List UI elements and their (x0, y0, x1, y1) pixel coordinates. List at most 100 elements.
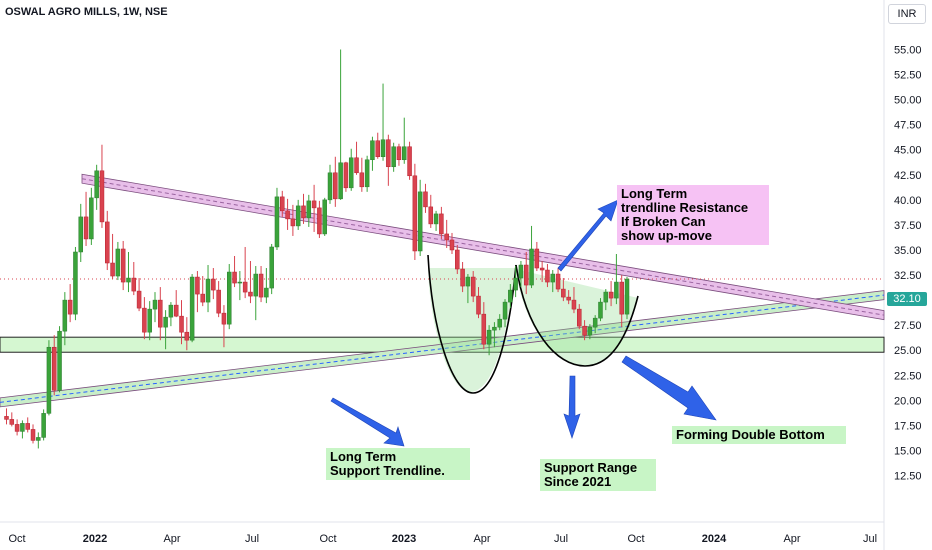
candle[interactable] (465, 274, 471, 304)
candle[interactable] (433, 210, 439, 231)
candle[interactable] (550, 270, 556, 293)
candle[interactable] (41, 409, 46, 441)
candle[interactable] (417, 179, 423, 256)
candle[interactable] (110, 233, 115, 280)
candle[interactable] (57, 326, 62, 393)
candle[interactable] (518, 261, 524, 288)
candle[interactable] (545, 264, 550, 288)
candle[interactable] (147, 301, 152, 341)
candle[interactable] (481, 302, 487, 350)
candle[interactable] (587, 324, 593, 340)
candle[interactable] (497, 314, 502, 331)
candle[interactable] (285, 198, 290, 230)
candle[interactable] (470, 271, 476, 303)
candle[interactable] (195, 271, 200, 313)
candle[interactable] (226, 264, 232, 330)
candle[interactable] (14, 419, 20, 436)
candle[interactable] (248, 261, 253, 304)
candle[interactable] (343, 161, 349, 192)
candle[interactable] (274, 187, 280, 250)
candle[interactable] (163, 310, 168, 350)
candle[interactable] (67, 284, 73, 323)
candle[interactable] (502, 299, 508, 328)
candle[interactable] (152, 292, 158, 323)
candle[interactable] (142, 297, 147, 340)
candle[interactable] (99, 144, 105, 228)
candle[interactable] (253, 266, 259, 321)
candle[interactable] (407, 141, 412, 180)
candle[interactable] (603, 289, 609, 311)
candle[interactable] (189, 274, 195, 343)
candle[interactable] (295, 199, 301, 230)
candle[interactable] (136, 278, 142, 312)
candle[interactable] (380, 83, 386, 161)
candle[interactable] (51, 335, 57, 396)
candle[interactable] (348, 148, 354, 191)
candle[interactable] (534, 241, 540, 272)
candle[interactable] (290, 204, 296, 236)
candle[interactable] (571, 287, 577, 314)
candle[interactable] (486, 325, 492, 356)
candle[interactable] (73, 246, 78, 321)
candle[interactable] (359, 157, 365, 192)
candle[interactable] (582, 320, 587, 341)
candle[interactable] (36, 432, 41, 449)
candle[interactable] (529, 225, 534, 289)
candle[interactable] (221, 305, 227, 348)
candle[interactable] (614, 253, 619, 305)
candle[interactable] (412, 163, 418, 261)
candle[interactable] (317, 200, 322, 238)
candle[interactable] (370, 136, 375, 171)
candle[interactable] (449, 232, 455, 254)
candle[interactable] (200, 276, 205, 307)
candle[interactable] (301, 193, 306, 224)
candle[interactable] (179, 300, 184, 345)
candle[interactable] (126, 251, 131, 293)
candle[interactable] (592, 315, 598, 334)
candle[interactable] (25, 417, 30, 433)
candle[interactable] (269, 243, 274, 295)
candle[interactable] (62, 292, 68, 346)
candle[interactable] (83, 191, 89, 246)
candle[interactable] (46, 340, 52, 416)
support-trendline[interactable] (0, 290, 885, 408)
candle[interactable] (624, 277, 630, 320)
candle[interactable] (264, 268, 269, 304)
candle[interactable] (566, 290, 571, 305)
candle[interactable] (455, 244, 460, 275)
candle[interactable] (423, 183, 428, 213)
candle[interactable] (94, 164, 99, 210)
candle[interactable] (4, 408, 9, 425)
candle[interactable] (9, 412, 15, 427)
candle[interactable] (327, 164, 333, 204)
candle[interactable] (508, 284, 513, 309)
candle[interactable] (523, 251, 529, 295)
candle[interactable] (460, 262, 465, 293)
candle[interactable] (402, 117, 407, 164)
candle[interactable] (205, 265, 211, 313)
candle[interactable] (619, 275, 624, 328)
candle[interactable] (492, 322, 497, 348)
candle[interactable] (391, 142, 396, 172)
candle[interactable] (280, 190, 285, 217)
candle[interactable] (396, 143, 402, 166)
candle[interactable] (444, 219, 449, 248)
candle[interactable] (364, 155, 370, 192)
candle[interactable] (539, 261, 545, 283)
candle[interactable] (78, 203, 83, 263)
candle[interactable] (354, 141, 359, 175)
candle[interactable] (105, 210, 110, 271)
candle[interactable] (555, 268, 561, 293)
candle[interactable] (333, 156, 338, 207)
candle[interactable] (89, 187, 94, 245)
candle[interactable] (211, 268, 216, 300)
candle[interactable] (338, 49, 343, 200)
candle[interactable] (608, 281, 614, 307)
candle[interactable] (561, 278, 566, 302)
candle[interactable] (115, 241, 121, 281)
candle[interactable] (158, 287, 163, 341)
candle[interactable] (173, 290, 179, 318)
candle[interactable] (598, 298, 603, 322)
candle[interactable] (439, 206, 444, 239)
